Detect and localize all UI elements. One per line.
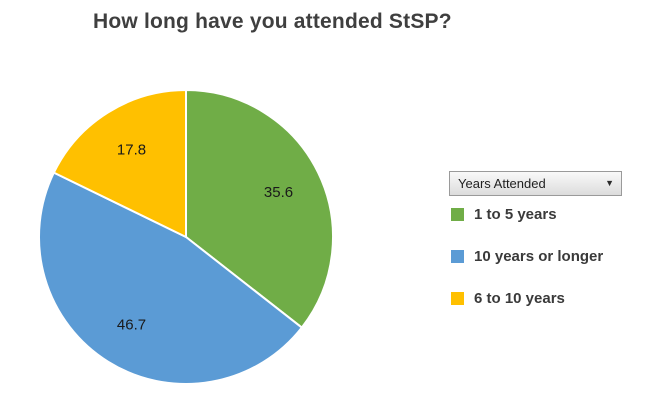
- pie-data-label: 46.7: [117, 316, 146, 333]
- pie-chart: 35.6 46.7 17.8: [38, 89, 334, 385]
- chevron-down-icon: ▼: [605, 178, 614, 188]
- legend-item-label: 6 to 10 years: [474, 290, 565, 307]
- legend-field-label: Years Attended: [458, 176, 546, 191]
- pie-slice: [38, 171, 303, 385]
- legend-item: 10 years or longer: [451, 248, 603, 265]
- legend-item-label: 10 years or longer: [474, 248, 604, 265]
- legend-swatch: [451, 292, 464, 305]
- pie-slice: [52, 89, 187, 238]
- legend-swatch: [451, 208, 464, 221]
- legend-field-dropdown[interactable]: Years Attended ▼: [449, 171, 622, 196]
- legend-item-label: 1 to 5 years: [474, 206, 557, 223]
- pie-slice: [185, 89, 334, 329]
- legend-item: 6 to 10 years: [451, 290, 565, 307]
- legend-swatch: [451, 250, 464, 263]
- pie-data-label: 17.8: [117, 142, 146, 159]
- pie-data-label: 35.6: [264, 184, 293, 201]
- chart-title: How long have you attended StSP?: [93, 10, 452, 33]
- legend-item: 1 to 5 years: [451, 206, 557, 223]
